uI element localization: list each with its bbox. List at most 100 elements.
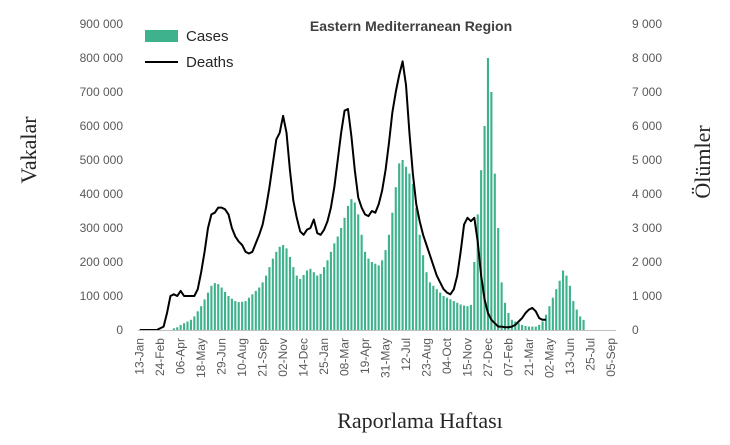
cases-bar (193, 316, 196, 330)
legend-cases-swatch (145, 30, 178, 42)
cases-bar (548, 306, 551, 330)
cases-bar (309, 268, 312, 330)
x-tick-label: 08-Mar (338, 338, 352, 376)
cases-bar (442, 296, 445, 330)
cases-bar (237, 302, 240, 330)
cases-bar (186, 321, 189, 330)
cases-bar (404, 166, 408, 330)
x-tick-label: 04-Oct (440, 337, 454, 374)
cases-bar (367, 258, 370, 330)
y-tick-label: 600 000 (80, 119, 124, 133)
x-tick-label: 07-Feb (501, 338, 515, 376)
cases-bar (538, 324, 541, 330)
y2-tick-label: 5 000 (632, 153, 662, 167)
cases-bar (299, 279, 302, 330)
legend: Cases Deaths (145, 28, 234, 71)
cases-bar (562, 270, 565, 330)
cases-bar (551, 297, 554, 330)
cases-bar (217, 284, 220, 330)
cases-bar (558, 280, 561, 330)
cases-bar (234, 301, 237, 330)
x-axis-title: Raporlama Haftası (337, 408, 503, 433)
cases-bar (394, 187, 397, 330)
cases-bar (183, 323, 186, 330)
cases-bar (377, 265, 380, 330)
y2-tick-label: 8 000 (632, 51, 662, 65)
cases-bar (346, 205, 350, 330)
cases-bar (579, 316, 582, 330)
cases-bar (490, 92, 493, 330)
cases-bar (521, 324, 524, 330)
cases-bar (176, 327, 179, 330)
cases-bar (343, 217, 346, 330)
cases-bar (497, 228, 500, 330)
x-tick-label: 23-Aug (420, 338, 434, 377)
cases-bar (541, 321, 544, 330)
y-axis-ticks: 0 100 000 200 000 300 000 400 000 500 000 600 … (80, 17, 124, 337)
x-tick-label: 15-Nov (460, 338, 474, 377)
x-tick-label: 19-Apr (358, 338, 372, 374)
cases-bar (340, 228, 343, 330)
cases-bar (473, 262, 476, 330)
cases-bar (387, 234, 391, 330)
cases-bar (572, 301, 575, 330)
x-tick-label: 10-Aug (235, 338, 249, 377)
y-tick-label: 0 (116, 323, 123, 337)
cases-bar (568, 285, 571, 330)
cases-bar (439, 292, 442, 330)
cases-bar (271, 258, 274, 330)
cases-bar (350, 199, 353, 330)
x-tick-label: 31-May (379, 338, 393, 378)
cases-bar (452, 301, 455, 330)
cases-bar (565, 275, 568, 330)
y-tick-label: 100 000 (80, 289, 124, 303)
cases-bar (544, 314, 548, 330)
x-tick-label: 13-Jun (563, 338, 577, 375)
cases-bar (275, 251, 278, 330)
cases-bar (326, 260, 329, 330)
cases-bar (282, 245, 285, 330)
y2-tick-label: 3 000 (632, 221, 662, 235)
cases-bar (534, 326, 537, 330)
cases-bar (179, 324, 182, 330)
cases-bar (503, 302, 507, 330)
x-tick-label: 02-May (542, 338, 556, 378)
cases-bar (555, 289, 558, 330)
cases-bar (319, 273, 322, 330)
x-axis-ticks: 13-Jan 24-Feb 06-Apr 18-May 29-Jun 10-Aug 21-S… (133, 337, 618, 378)
cases-bar (333, 243, 336, 330)
cases-bar (418, 234, 421, 330)
y2-tick-label: 6 000 (632, 119, 662, 133)
cases-bar (456, 302, 459, 330)
cases-bar (391, 212, 394, 330)
cases-bar (480, 170, 483, 330)
x-tick-label: 14-Dec (297, 338, 311, 377)
cases-bar (411, 183, 414, 330)
cases-bar (360, 234, 363, 330)
y2-tick-label: 7 000 (632, 85, 662, 99)
cases-bar (213, 283, 216, 330)
y-tick-label: 300 000 (80, 221, 124, 235)
y2-tick-label: 1 000 (632, 289, 662, 303)
cases-bar (189, 319, 192, 330)
cases-bar (445, 297, 449, 330)
x-tick-label: 24-Feb (153, 338, 167, 376)
y2-tick-label: 2 000 (632, 255, 662, 269)
cases-bar (305, 270, 309, 330)
cases-bar (316, 275, 319, 330)
cases-bar (384, 250, 387, 330)
x-tick-label: 02-Nov (276, 338, 290, 377)
cases-bar (200, 306, 203, 330)
cases-bar (357, 214, 360, 330)
cases-bar (435, 289, 438, 330)
cases-bar (527, 326, 530, 330)
y-axis-title: Vakalar (16, 116, 41, 184)
x-tick-label: 05-Sep (604, 338, 618, 377)
cases-bar (401, 160, 404, 330)
cases-bar (483, 126, 486, 330)
cases-bar (524, 325, 527, 330)
cases-bar (582, 319, 585, 330)
cases-bar (268, 267, 271, 330)
cases-bar (210, 285, 213, 330)
